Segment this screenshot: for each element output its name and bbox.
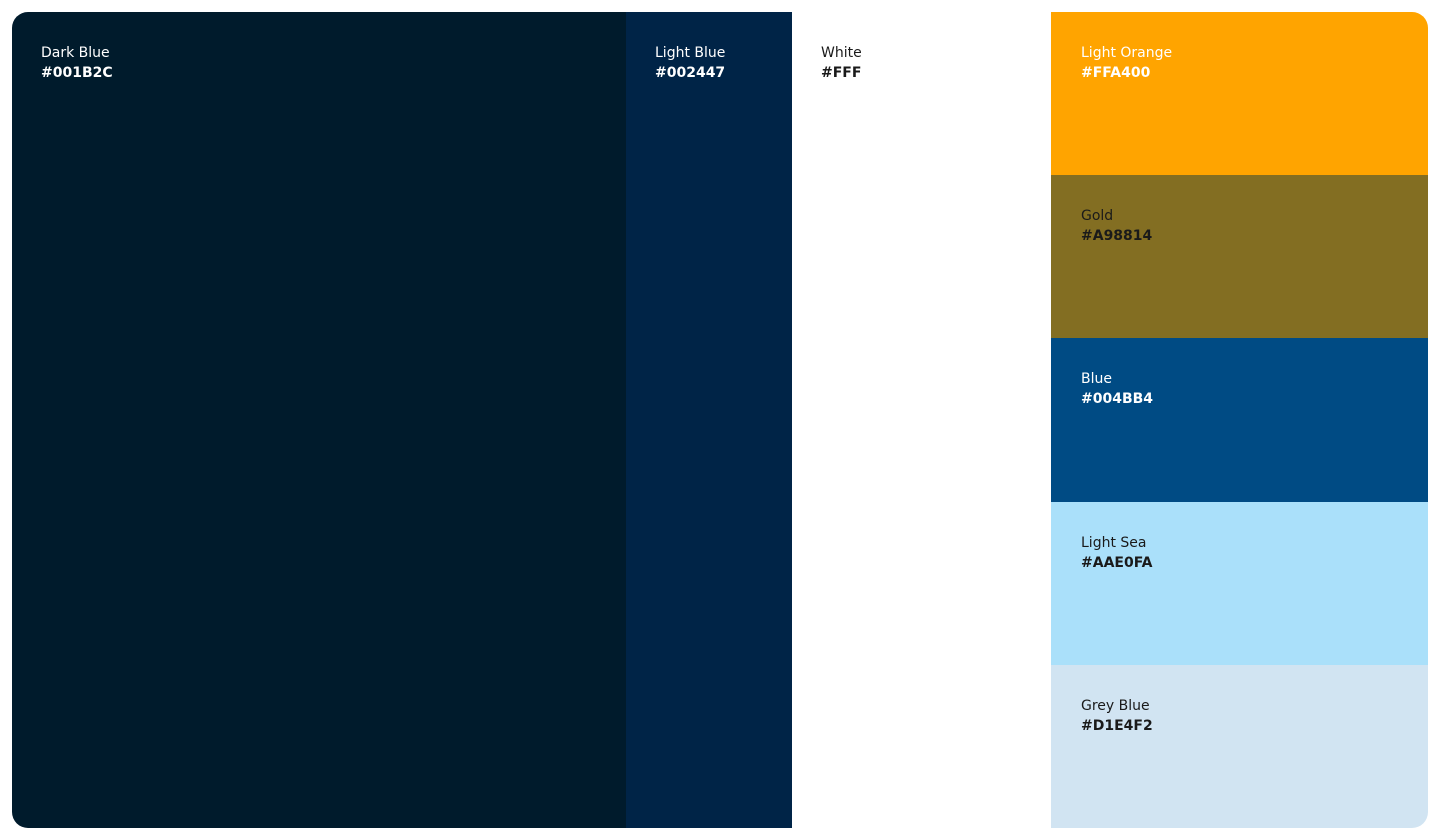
swatch-light-sea: Light Sea #AAE0FA [1051,501,1428,665]
swatch-dark-blue: Dark Blue #001B2C [12,12,626,828]
swatch-grey-blue: Grey Blue #D1E4F2 [1051,664,1428,828]
swatch-gold: Gold #A98814 [1051,175,1428,339]
swatch-hex: #002447 [655,65,726,81]
swatch-name: Light Blue [655,45,726,61]
swatch-name: Light Orange [1081,45,1173,61]
swatch-hex: #AAE0FA [1081,554,1153,571]
swatch-name: Gold [1081,208,1114,225]
swatch-hex: #001B2C [41,65,113,81]
swatch-hex: #D1E4F2 [1081,717,1153,734]
swatch-name: Dark Blue [41,45,110,61]
swatch-hex: #004BB4 [1081,391,1154,408]
swatch-name: Blue [1081,371,1112,388]
swatch-name: Light Sea [1081,534,1147,551]
swatch-hex: #FFF [821,65,862,81]
color-palette: Dark Blue #001B2C Light Blue #002447 Whi… [12,12,1428,828]
swatch-hex: #A98814 [1081,228,1153,245]
swatch-white: White #FFF [792,12,1051,828]
swatch-hex: #FFA400 [1081,65,1151,81]
swatch-name: White [821,45,862,61]
swatch-name: Grey Blue [1081,697,1150,714]
swatch-stack: Light Orange #FFA400 Gold #A98814 Blue #… [1051,12,1428,828]
swatch-light-blue: Light Blue #002447 [626,12,792,828]
swatch-blue: Blue #004BB4 [1051,338,1428,502]
swatch-light-orange: Light Orange #FFA400 [1051,12,1428,176]
